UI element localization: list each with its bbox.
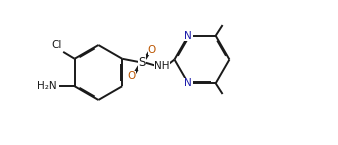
Text: Cl: Cl bbox=[51, 40, 61, 50]
Text: NH: NH bbox=[154, 61, 170, 71]
Text: H₂N: H₂N bbox=[37, 81, 57, 91]
Text: O: O bbox=[128, 71, 136, 81]
Text: N: N bbox=[184, 78, 192, 88]
Text: S: S bbox=[138, 56, 146, 69]
Text: N: N bbox=[184, 31, 192, 41]
Text: O: O bbox=[148, 45, 156, 55]
